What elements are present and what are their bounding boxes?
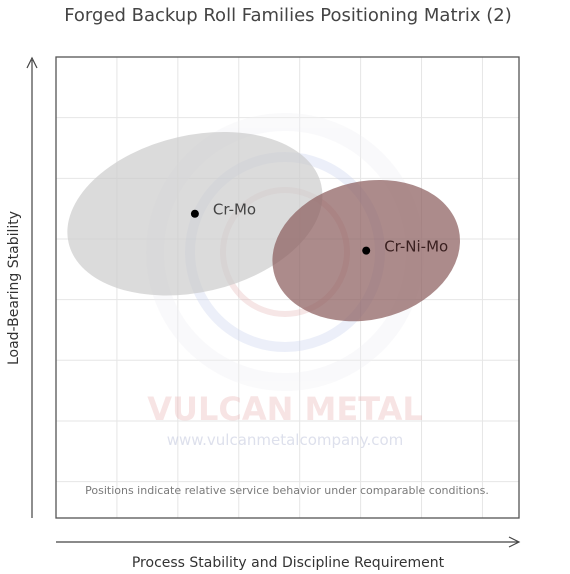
x-axis-arrowhead [508,536,521,548]
plot-frame [55,56,520,519]
chart-title: Forged Backup Roll Families Positioning … [64,5,512,26]
data-point-1 [362,246,371,255]
point-label-1: Cr-Ni-Mo [384,238,448,256]
x-axis-label: Process Stability and Discipline Require… [132,555,445,571]
watermark-name: VULCAN METAL [147,390,423,428]
watermark-url: www.vulcanmetalcompany.com [167,431,404,449]
y-axis-label: Load-Bearing Stability [6,211,22,365]
data-point-0 [190,209,199,218]
point-label-0: Cr-Mo [213,201,256,219]
y-axis-arrowhead [26,56,38,69]
chart-note: Positions indicate relative service beha… [85,484,489,497]
cluster-ellipses [67,131,460,322]
data-points: Cr-Mo Cr-Ni-Mo [190,201,448,256]
